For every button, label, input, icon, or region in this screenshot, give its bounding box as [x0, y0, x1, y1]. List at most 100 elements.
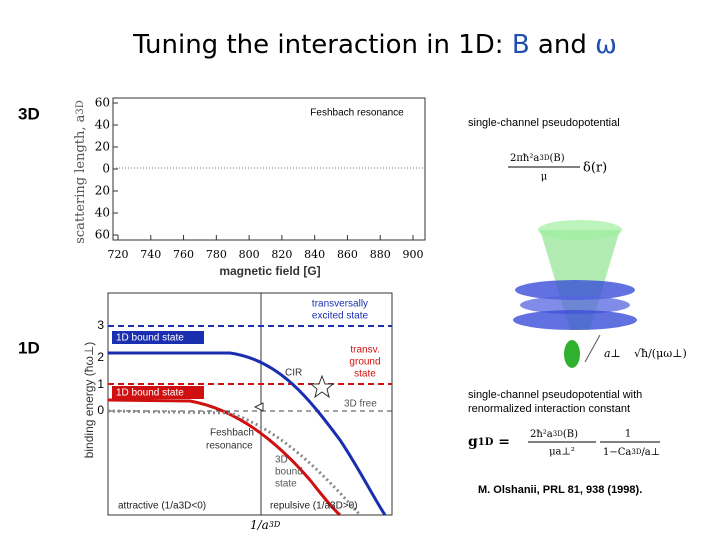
- annotation: Feshbach resonance: [310, 108, 404, 119]
- x-tick-label: 780: [206, 248, 227, 261]
- y-tick-label: 1: [97, 377, 104, 391]
- curve-label: bound: [275, 467, 303, 478]
- trap-label: √ħ/(μω⊥): [634, 347, 687, 360]
- top-figure: 60 40 20 0 20 40 60 720 740 760 780 800 820 840 860 88…: [73, 96, 426, 278]
- x-tick-label: 800: [239, 248, 260, 261]
- curve-label: transversally: [312, 299, 368, 310]
- x-tick-label: 900: [403, 248, 424, 261]
- cir-star: [309, 374, 335, 399]
- formula-part: /a⊥: [641, 447, 660, 458]
- curve-label: excited state: [312, 311, 369, 322]
- bound-curve-3d: [107, 409, 362, 516]
- formula-part: (B): [549, 153, 564, 164]
- label-box: [340, 342, 390, 382]
- x-tick-label: 760: [173, 248, 194, 261]
- formula-part: 3D: [539, 154, 549, 162]
- curve-label: state: [354, 369, 376, 380]
- cone-top: [538, 220, 622, 240]
- y-tick-label: 40: [95, 118, 110, 132]
- resonance-marker: [253, 402, 264, 412]
- arrow: [584, 334, 601, 363]
- formula-part: 2ħ²a: [530, 429, 553, 440]
- trap-illustration: a⊥ √ħ/(μω⊥): [513, 220, 687, 368]
- curve-label: state: [275, 479, 297, 490]
- x-tick-label: 740: [140, 248, 161, 261]
- y-tick-label: 60: [95, 96, 110, 110]
- y-axis-label: scattering length, a3D: [73, 100, 88, 244]
- curve-label: 3D free: [344, 399, 377, 410]
- formula: 2πħ²a3D(B) μ δ(r): [508, 153, 607, 183]
- curve-label: 1D bound state: [116, 388, 184, 399]
- title-b: B: [512, 30, 530, 60]
- y-tick-label: 3: [97, 318, 104, 332]
- label-box: [112, 331, 204, 344]
- y-tick-label: 2: [97, 350, 104, 364]
- title-text: Tuning the interaction in 1D:: [132, 30, 512, 60]
- citation: M. Olshanii, PRL 81, 938 (1998).: [478, 484, 642, 496]
- x-tick-label: 820: [271, 248, 292, 261]
- curve-label: Feshbach: [210, 428, 254, 439]
- x-tick-label: 860: [337, 248, 358, 261]
- formula-part: μa⊥²: [549, 447, 575, 458]
- curve-label: transv.: [350, 345, 379, 356]
- plot-frame: [107, 292, 393, 516]
- curve-label: ground: [349, 357, 380, 368]
- formula-numerator: 2ħ²a3D(B): [530, 429, 578, 440]
- formula-part: (B): [563, 429, 578, 440]
- disc: [520, 296, 630, 314]
- x-axis-label: magnetic field [G]: [219, 264, 320, 278]
- atom-cloud: [564, 340, 580, 368]
- caption: single-channel pseudopotential with: [468, 389, 642, 401]
- y-tick-label: 60: [95, 228, 110, 242]
- y-tick-label: 0: [102, 162, 110, 176]
- formula-part: 1: [625, 429, 631, 440]
- formula-lhs: g1D =: [468, 434, 510, 450]
- caption: single-channel pseudopotential: [468, 117, 620, 129]
- region-label: repulsive (1/a3D>0): [270, 501, 358, 512]
- bound-curve-upper: [108, 351, 387, 516]
- bound-curve-lower: [107, 398, 342, 517]
- formula-part: =: [493, 434, 510, 450]
- formula-part: μ: [541, 172, 548, 183]
- x-tick-label: 880: [370, 248, 391, 261]
- formula-part: 1D: [478, 437, 494, 448]
- section-label: 3D: [18, 104, 40, 123]
- formula-part: g: [468, 434, 478, 450]
- curve-label: 3D: [275, 455, 288, 466]
- title-text: and: [530, 30, 595, 60]
- formula-part: 3D: [631, 448, 641, 456]
- disc: [515, 280, 635, 300]
- y-axis-label-text: scattering length, a: [73, 114, 88, 243]
- x-axis-label-sub: 3D: [269, 520, 281, 529]
- region-label: attractive (1/a3D<0): [118, 501, 206, 512]
- cone: [540, 230, 620, 330]
- x-tick-label: 840: [304, 248, 325, 261]
- formula-part: δ(r): [583, 161, 607, 176]
- x-axis-label: 1/a3D: [250, 518, 281, 532]
- formula-denominator: 1−Ca3D/a⊥: [603, 447, 660, 458]
- section-label: 1D: [18, 338, 40, 357]
- formula-part: 3D: [553, 430, 563, 438]
- formula: g1D = 2ħ²a3D(B) μa⊥² 1 1−Ca3D/a⊥: [468, 429, 660, 458]
- caption: renormalized interaction constant: [468, 403, 630, 415]
- y-axis-label-sub: 3D: [75, 100, 86, 114]
- label-box: [112, 386, 204, 399]
- title-omega: ω: [595, 30, 617, 60]
- formula-numerator: 2πħ²a3D(B): [510, 153, 565, 164]
- formula-part: 2πħ²a: [510, 153, 539, 164]
- curve-label: resonance: [206, 441, 253, 452]
- y-tick-label: 20: [95, 184, 110, 198]
- x-axis-label-text: 1/a: [250, 518, 269, 532]
- y-tick-label: 40: [95, 206, 110, 220]
- y-tick-label: 20: [95, 140, 110, 154]
- curve-label: 1D bound state: [116, 333, 184, 344]
- curve-label: CIR: [285, 368, 302, 379]
- trap-label: a⊥: [604, 347, 621, 360]
- x-tick-label: 720: [108, 248, 129, 261]
- formula-part: 1−Ca: [603, 447, 631, 458]
- title: Tuning the interaction in 1D: B and ω: [132, 30, 617, 60]
- disc: [513, 310, 637, 330]
- y-axis-label: binding energy (ħω⊥): [82, 342, 96, 459]
